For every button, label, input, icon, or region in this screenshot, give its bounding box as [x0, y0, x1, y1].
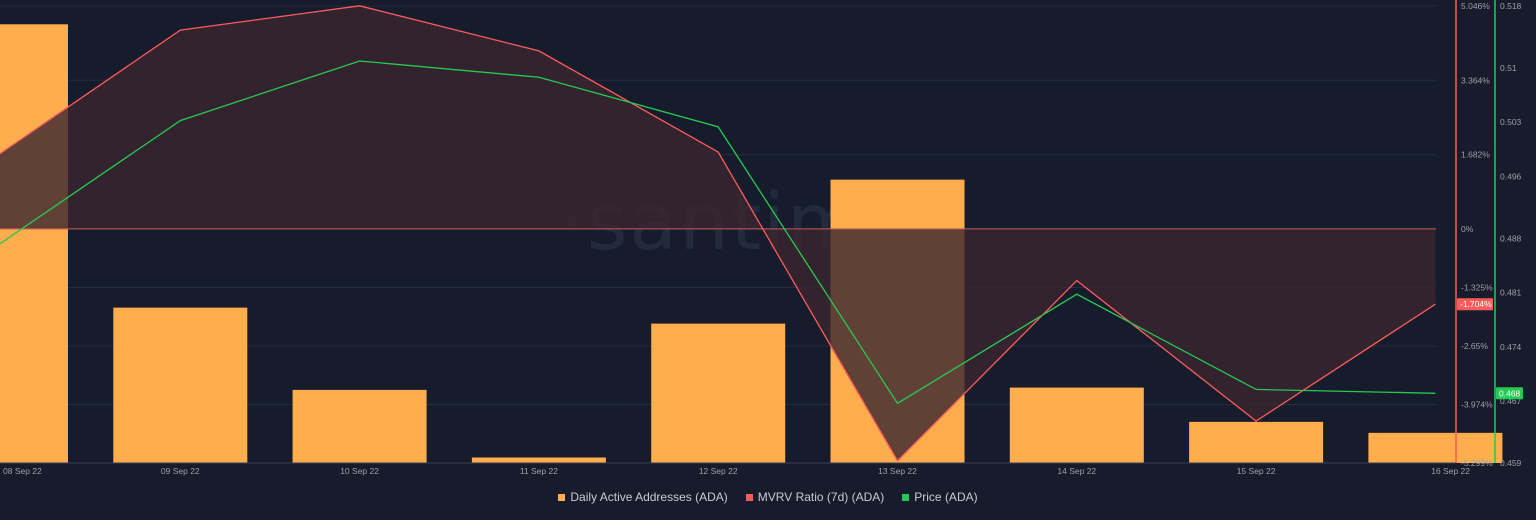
bar [651, 323, 786, 463]
bar [1009, 387, 1144, 463]
price-tick-label: 0.481 [1500, 288, 1522, 298]
mvrv-current-badge [1457, 298, 1493, 311]
price-tick-label: 0.467 [1500, 396, 1522, 406]
x-tick-label: 11 Sep 22 [520, 466, 558, 476]
bar [292, 389, 427, 463]
legend-label: MVRV Ratio (7d) (ADA) [757, 490, 885, 504]
price-tick-label: 0.474 [1500, 342, 1522, 352]
price-tick-label: 0.459 [1500, 458, 1522, 468]
bar [471, 457, 606, 463]
bar [1368, 432, 1503, 463]
mvrv-tick-label: -2.65% [1461, 341, 1488, 351]
x-tick-label: 10 Sep 22 [340, 466, 379, 476]
bar [0, 24, 68, 464]
mvrv-tick-label: 1.682% [1461, 150, 1490, 160]
legend-swatch-price [902, 493, 910, 501]
price-tick-label: 0.503 [1500, 117, 1522, 127]
x-tick-label: 14 Sep 22 [1057, 466, 1096, 476]
legend: Daily Active Addresses (ADA) MVRV Ratio … [0, 490, 1536, 504]
x-tick-label: 09 Sep 22 [161, 466, 200, 476]
legend-swatch-mvrv [745, 493, 753, 501]
mvrv-tick-label: -1.325% [1461, 282, 1493, 292]
mvrv-area [0, 5, 1436, 461]
mvrv-tick-label: 5.046% [1461, 1, 1490, 11]
price-current-value: 0.468 [1499, 388, 1521, 398]
x-tick-label: 12 Sep 22 [699, 466, 738, 476]
legend-item-mvrv[interactable]: MVRV Ratio (7d) (ADA) [745, 490, 885, 504]
price-tick-label: 0.51 [1500, 63, 1517, 73]
legend-label: Daily Active Addresses (ADA) [570, 490, 728, 504]
x-tick-label: 15 Sep 22 [1237, 466, 1276, 476]
mvrv-tick-label: -3.974% [1461, 399, 1493, 409]
x-tick-label: 16 Sep 22 [1431, 466, 1470, 476]
price-tick-label: 0.496 [1500, 171, 1522, 181]
x-tick-label: 13 Sep 22 [878, 466, 917, 476]
legend-label: Price (ADA) [914, 490, 978, 504]
bar [1189, 421, 1324, 463]
price-tick-label: 0.488 [1500, 233, 1522, 243]
x-tick-label: 08 Sep 22 [3, 466, 42, 476]
mvrv-tick-label: 3.364% [1461, 75, 1490, 85]
mvrv-tick-label: 0% [1461, 224, 1474, 234]
price-tick-label: 0.518 [1500, 1, 1522, 11]
legend-swatch-bars [558, 493, 566, 501]
mvrv-current-value: -1.704% [1460, 299, 1492, 309]
legend-item-price[interactable]: Price (ADA) [902, 490, 978, 504]
price-current-badge [1496, 387, 1523, 400]
bar [113, 307, 248, 463]
mvrv-tick-label: -5.299% [1461, 458, 1493, 468]
legend-item-daily-active-addresses[interactable]: Daily Active Addresses (ADA) [558, 490, 728, 504]
